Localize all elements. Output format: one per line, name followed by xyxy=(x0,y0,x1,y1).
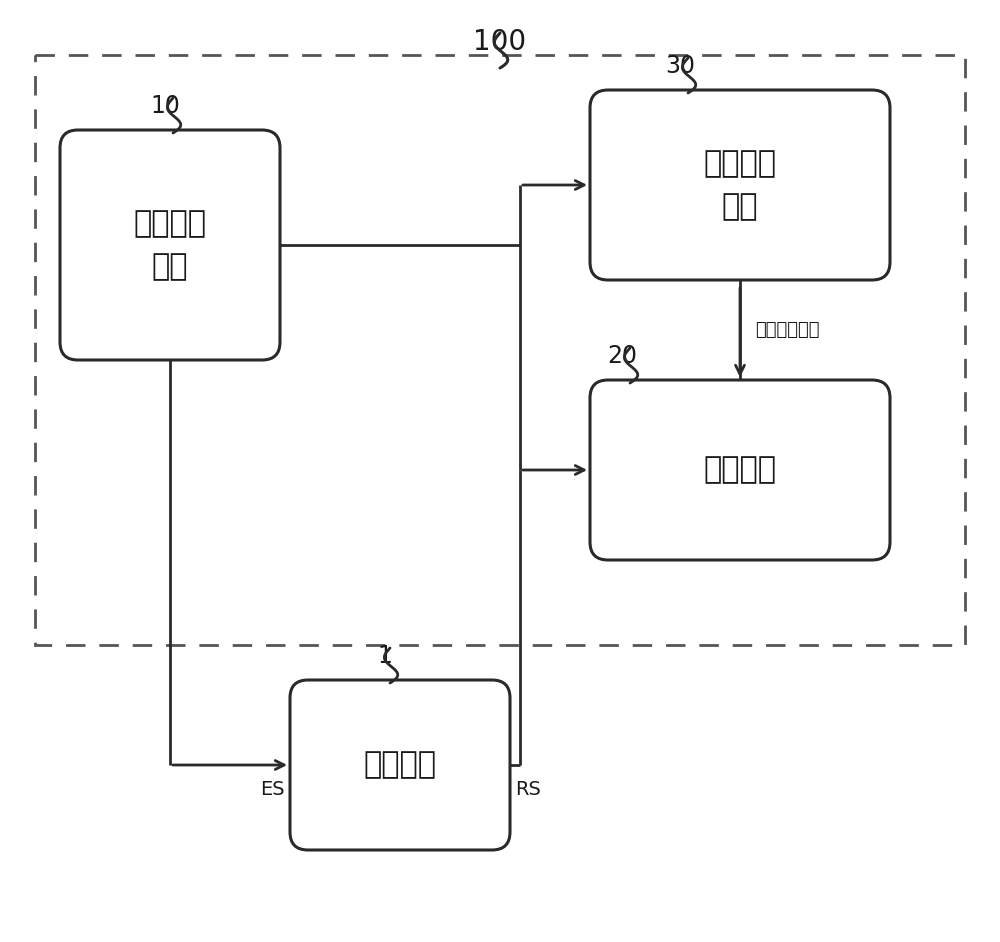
Text: 测量模块: 测量模块 xyxy=(704,456,776,484)
Text: 100: 100 xyxy=(473,28,527,56)
Text: RS: RS xyxy=(515,780,541,799)
Text: 1: 1 xyxy=(378,644,392,668)
Text: 信号产生
模块: 信号产生 模块 xyxy=(134,209,207,281)
Text: 30: 30 xyxy=(665,54,695,78)
Text: 10: 10 xyxy=(150,94,180,118)
FancyBboxPatch shape xyxy=(590,380,890,560)
Text: 测量频率控制: 测量频率控制 xyxy=(755,321,820,339)
Text: 测量控制
模块: 测量控制 模块 xyxy=(704,149,776,221)
FancyBboxPatch shape xyxy=(60,130,280,360)
Text: 20: 20 xyxy=(607,344,637,368)
Bar xyxy=(35,55,965,645)
Text: ES: ES xyxy=(260,780,285,799)
FancyBboxPatch shape xyxy=(290,680,510,850)
FancyBboxPatch shape xyxy=(590,90,890,280)
Text: 阻抗模块: 阻抗模块 xyxy=(364,751,436,779)
